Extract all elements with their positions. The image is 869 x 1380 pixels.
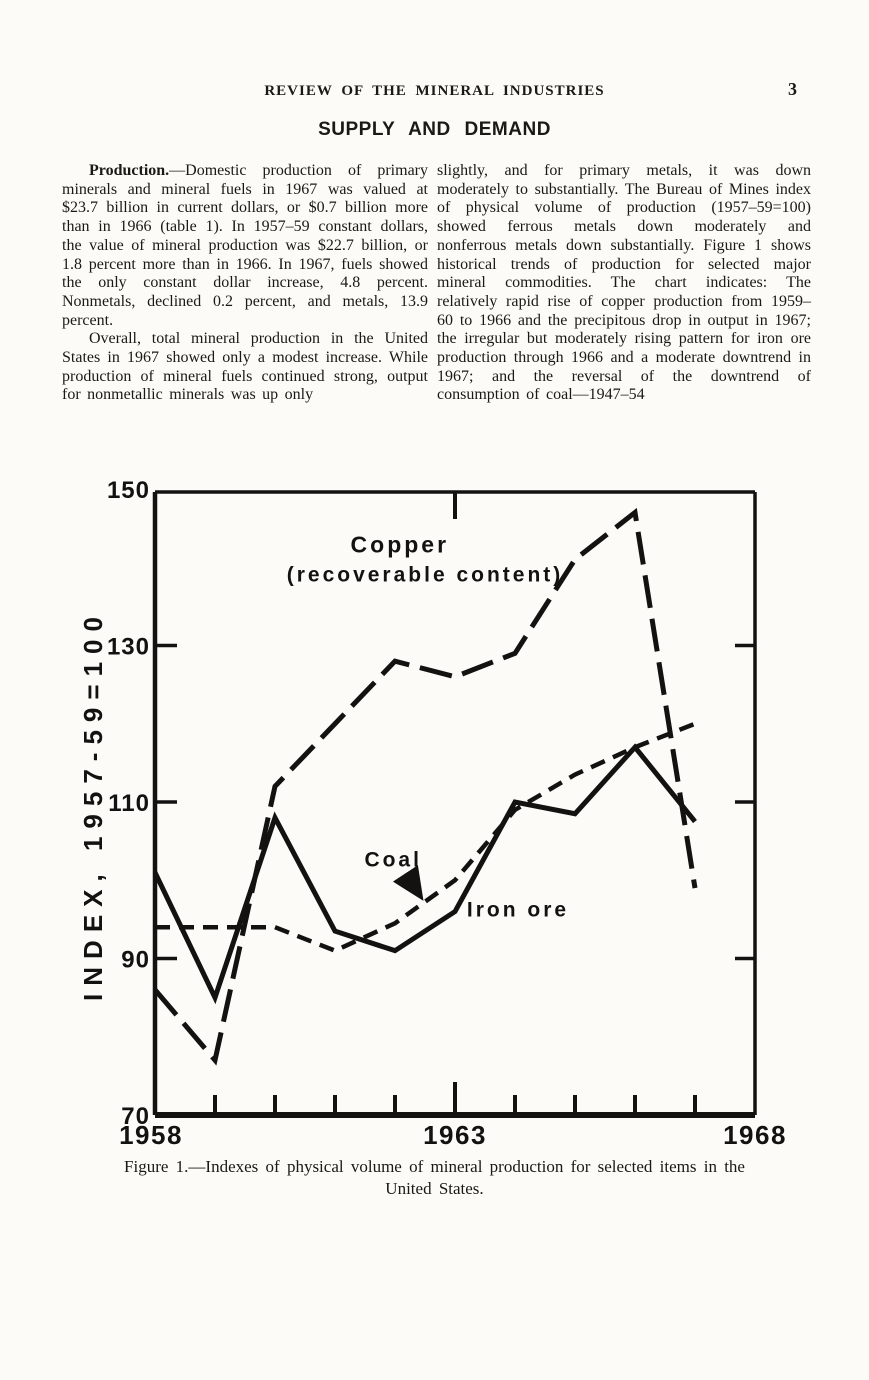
section-heading: SUPPLY AND DEMAND bbox=[318, 119, 551, 140]
paragraph-body: —Domestic production of primary minerals… bbox=[62, 162, 428, 329]
figure-caption-line1: Figure 1.—Indexes of physical volume of … bbox=[124, 1157, 745, 1176]
y-tick-label: 70 bbox=[121, 1103, 150, 1130]
series-line-coal bbox=[155, 721, 696, 954]
y-tick-label: 150 bbox=[107, 477, 150, 504]
y-axis-title: INDEX, 1957-59=100 bbox=[78, 609, 108, 1001]
x-tick-label: 1968 bbox=[723, 1120, 787, 1150]
y-tick-label: 110 bbox=[108, 790, 150, 817]
series-line-copper bbox=[153, 507, 698, 1066]
running-title: REVIEW OF THE MINERAL INDUSTRIES bbox=[264, 83, 605, 99]
left-column: Production.—Domestic production of prima… bbox=[62, 162, 428, 405]
figure-caption: Figure 1.—Indexes of physical volume of … bbox=[0, 1156, 869, 1199]
series-label-coal: Coal bbox=[364, 848, 422, 871]
series-line-iron-ore bbox=[152, 743, 697, 1005]
page-number: 3 bbox=[788, 79, 797, 99]
paragraph-lead: Production. bbox=[89, 162, 170, 179]
paragraph-continuation: slightly, and for primary metals, it was… bbox=[437, 162, 811, 404]
x-tick-label: 1958 bbox=[119, 1120, 183, 1150]
coal-label-arrow bbox=[392, 865, 424, 901]
right-column: slightly, and for primary metals, it was… bbox=[437, 162, 811, 405]
series-label-copper: Copper bbox=[351, 532, 450, 558]
figure-caption-line2: United States. bbox=[385, 1178, 484, 1198]
figure-1-chart: 70 90 110 130 150 1958 1963 1968 INDEX, 1957-59=… bbox=[78, 477, 787, 1150]
series-label-copper: (recoverable content) bbox=[287, 564, 564, 587]
y-tick-label: 90 bbox=[121, 947, 150, 974]
series-label-iron-ore: Iron ore bbox=[467, 898, 569, 921]
x-tick-label: 1963 bbox=[423, 1120, 487, 1150]
y-tick-label: 130 bbox=[107, 634, 150, 661]
paragraph-overall: Overall, total mineral production in the… bbox=[62, 330, 428, 404]
paragraph-production: Production.—Domestic production of prima… bbox=[62, 162, 428, 330]
